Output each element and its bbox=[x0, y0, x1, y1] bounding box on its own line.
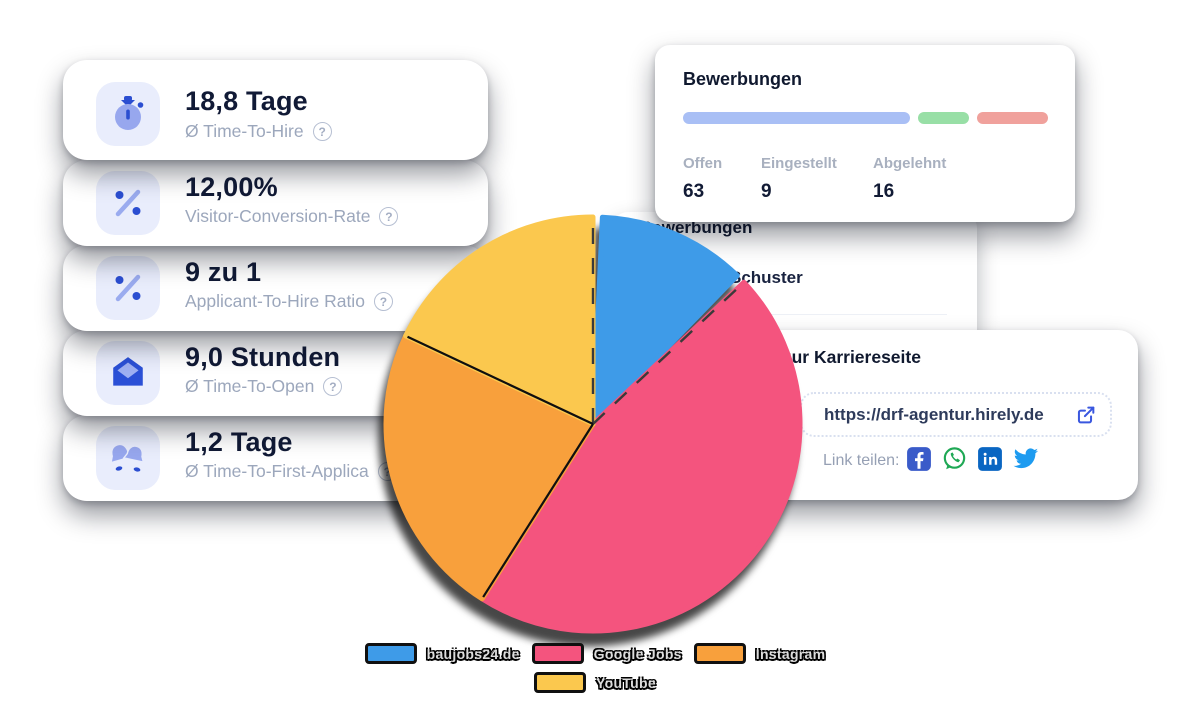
stat-value: 9 bbox=[761, 181, 772, 202]
pie-slice-youtube[interactable] bbox=[403, 214, 596, 427]
stat-eingestellt: Eingestellt 9 bbox=[761, 155, 873, 203]
stat-label: Abgelehnt bbox=[873, 155, 947, 172]
facebook-icon[interactable] bbox=[906, 446, 932, 472]
stat-abgelehnt: Abgelehnt 16 bbox=[873, 155, 946, 203]
stopwatch-icon bbox=[96, 82, 160, 146]
stat-value: 16 bbox=[873, 181, 895, 202]
metric-label: Visitor-Conversion-Rate? bbox=[185, 206, 399, 227]
metric-label: Applicant-To-Hire Ratio? bbox=[185, 291, 393, 312]
pie-slice-baujobs24-de[interactable] bbox=[590, 214, 740, 427]
applications-title: Bewerbungen bbox=[683, 69, 803, 89]
legend-label: Instagram bbox=[755, 645, 826, 662]
pie-slice-separator bbox=[482, 423, 594, 598]
bar-segment-offen bbox=[683, 112, 910, 124]
legend-label: Google Jobs bbox=[593, 645, 682, 662]
legend-item-baujobs24-de[interactable]: baujobs24.de bbox=[364, 643, 520, 664]
mail-open-icon bbox=[96, 341, 160, 405]
help-icon[interactable]: ? bbox=[323, 377, 343, 396]
metric-value: 1,2 Tage bbox=[185, 427, 293, 457]
stat-offen: Offen 63 bbox=[683, 155, 761, 203]
stat-label: Offen bbox=[683, 155, 723, 172]
stat-label: Eingestellt bbox=[761, 155, 837, 172]
metric-value: 12,00% bbox=[185, 172, 278, 202]
applications-stats: Offen 63 Eingestellt 9 Abgelehnt 16 bbox=[683, 155, 946, 203]
metric-label: Ø Time-To-Open? bbox=[185, 376, 343, 397]
help-icon[interactable]: ? bbox=[312, 122, 332, 141]
percent-icon bbox=[96, 256, 160, 320]
pie-slice-separator bbox=[592, 282, 744, 425]
metric-value: 18,8 Tage bbox=[185, 86, 308, 116]
metric-card: 12,00% Visitor-Conversion-Rate? bbox=[63, 160, 488, 246]
legend-label: baujobs24.de bbox=[426, 645, 520, 662]
legend-item-instagram[interactable]: Instagram bbox=[693, 643, 826, 664]
linkedin-icon[interactable] bbox=[977, 446, 1003, 472]
legend-swatch bbox=[531, 643, 584, 664]
whatsapp-icon[interactable] bbox=[941, 445, 968, 472]
help-icon[interactable]: ? bbox=[373, 292, 393, 311]
help-icon[interactable]: ? bbox=[379, 207, 399, 226]
sources-pie-chart bbox=[383, 214, 803, 634]
applicant-name: Schuster bbox=[730, 268, 803, 287]
percent-icon bbox=[96, 171, 160, 235]
external-link-icon[interactable] bbox=[1075, 404, 1097, 426]
stat-value: 63 bbox=[683, 181, 705, 202]
legend-item-google-jobs[interactable]: Google Jobs bbox=[531, 643, 682, 664]
applications-progress-bar bbox=[683, 112, 1048, 124]
twitter-icon[interactable] bbox=[1012, 445, 1039, 472]
bells-icon bbox=[96, 426, 160, 490]
legend-swatch bbox=[693, 643, 746, 664]
share-icons-row bbox=[906, 445, 1039, 472]
career-url-text: https://drf-agentur.hirely.de bbox=[824, 404, 1044, 424]
metric-label: Ø Time-To-Hire? bbox=[185, 121, 332, 142]
legend-label: YouTube bbox=[596, 674, 656, 691]
bar-segment-abgelehnt bbox=[977, 112, 1048, 124]
bar-segment-eingestellt bbox=[917, 112, 970, 124]
pie-slice-google-jobs[interactable] bbox=[479, 279, 803, 634]
legend-item-youtube[interactable]: YouTube bbox=[534, 672, 656, 693]
divider bbox=[707, 314, 947, 315]
legend-swatch bbox=[534, 672, 587, 693]
chart-legend: baujobs24.de Google Jobs Instagram YouTube bbox=[355, 643, 835, 693]
metric-card: 18,8 Tage Ø Time-To-Hire? bbox=[63, 60, 488, 160]
legend-swatch bbox=[364, 643, 417, 664]
metric-value: 9,0 Stunden bbox=[185, 342, 341, 372]
applications-card: Bewerbungen Offen 63 Eingestellt 9 Abgelehnt… bbox=[655, 45, 1075, 222]
career-url-field[interactable]: https://drf-agentur.hirely.de bbox=[800, 392, 1112, 437]
pie-slice-separator bbox=[407, 335, 594, 425]
metric-value: 9 zu 1 bbox=[185, 257, 262, 287]
share-label: Link teilen: bbox=[823, 452, 900, 469]
